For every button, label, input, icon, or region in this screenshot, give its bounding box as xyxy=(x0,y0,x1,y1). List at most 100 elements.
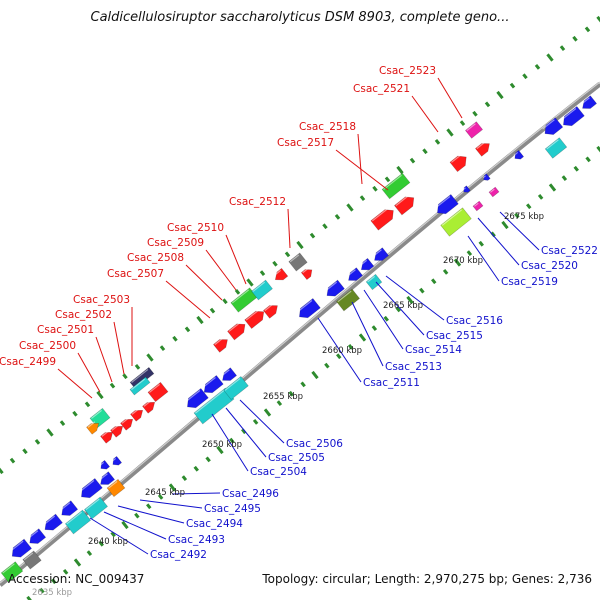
forward-label-leader xyxy=(95,336,113,383)
forward-gene-label[interactable]: Csac_2512 xyxy=(229,196,286,208)
gene-feature[interactable] xyxy=(358,257,375,273)
reverse-label-leader xyxy=(211,413,249,472)
gene-feature[interactable] xyxy=(251,279,273,301)
gene-feature[interactable] xyxy=(84,496,108,520)
gene-feature[interactable] xyxy=(219,367,238,385)
gene-feature[interactable] xyxy=(560,106,585,129)
gene-feature[interactable] xyxy=(130,407,146,422)
gene-feature[interactable] xyxy=(365,273,383,291)
forward-gene-label[interactable]: Csac_2501 xyxy=(37,324,94,336)
forward-gene-label[interactable]: Csac_2509 xyxy=(147,237,204,249)
gene-feature[interactable] xyxy=(110,423,126,438)
gene-feature[interactable] xyxy=(147,381,169,403)
gene-feature[interactable] xyxy=(512,149,525,161)
gene-feature-highlight xyxy=(224,378,241,391)
reverse-gene-label[interactable]: Csac_2505 xyxy=(268,452,325,464)
reverse-gene-label[interactable]: Csac_2511 xyxy=(363,377,420,389)
forward-gene-label[interactable]: Csac_2507 xyxy=(107,268,164,280)
gene-feature[interactable] xyxy=(288,252,308,272)
reverse-gene-label[interactable]: Csac_2513 xyxy=(385,361,442,373)
forward-gene-label[interactable]: Csac_2523 xyxy=(379,65,436,77)
gene-feature[interactable] xyxy=(474,140,492,157)
gene-feature[interactable] xyxy=(488,186,500,198)
gene-feature[interactable] xyxy=(0,561,24,583)
reverse-label-leader xyxy=(225,407,267,458)
reverse-gene-label[interactable]: Csac_2516 xyxy=(446,315,503,327)
gene-feature[interactable] xyxy=(244,307,267,329)
gene-feature[interactable] xyxy=(106,478,126,498)
reverse-gene-label[interactable]: Csac_2522 xyxy=(541,245,598,257)
reverse-gene-label[interactable]: Csac_2515 xyxy=(426,330,483,342)
reverse-gene-label[interactable]: Csac_2492 xyxy=(150,549,207,561)
gene-feature[interactable] xyxy=(26,528,47,548)
gene-feature-shape xyxy=(84,496,108,520)
reverse-gene-label[interactable]: Csac_2496 xyxy=(222,488,279,500)
gene-feature[interactable] xyxy=(462,185,471,194)
gene-feature[interactable] xyxy=(142,399,158,414)
forward-gene-label[interactable]: Csac_2517 xyxy=(277,137,334,149)
gene-feature[interactable] xyxy=(381,172,411,200)
gene-feature[interactable] xyxy=(193,387,235,425)
gene-feature[interactable] xyxy=(184,388,209,411)
tick-mark xyxy=(346,203,354,212)
gene-feature[interactable] xyxy=(97,471,116,489)
gene-feature[interactable] xyxy=(120,416,136,431)
forward-gene-label[interactable]: Csac_2502 xyxy=(55,309,112,321)
gene-feature[interactable] xyxy=(100,429,116,444)
forward-gene-label[interactable]: Csac_2518 xyxy=(299,121,356,133)
gene-feature-highlight xyxy=(214,337,224,346)
gene-feature[interactable] xyxy=(129,376,151,396)
reverse-gene-label[interactable]: Csac_2506 xyxy=(286,438,343,450)
gene-feature[interactable] xyxy=(300,266,314,281)
gene-feature[interactable] xyxy=(464,121,484,139)
gene-feature-shape xyxy=(381,172,411,200)
reverse-gene-label[interactable]: Csac_2519 xyxy=(501,276,558,288)
gene-feature[interactable] xyxy=(544,137,568,159)
gene-feature[interactable] xyxy=(129,366,155,390)
tick-mark xyxy=(84,401,91,408)
gene-feature[interactable] xyxy=(262,302,280,319)
gene-feature-highlight xyxy=(482,175,486,179)
gene-feature[interactable] xyxy=(579,95,598,113)
gene-feature[interactable] xyxy=(541,117,564,139)
gene-feature[interactable] xyxy=(42,513,63,534)
gene-feature[interactable] xyxy=(482,173,491,182)
gene-feature[interactable] xyxy=(78,478,103,501)
reverse-gene-label[interactable]: Csac_2504 xyxy=(250,466,307,478)
gene-feature[interactable] xyxy=(227,320,249,341)
forward-gene-label[interactable]: Csac_2521 xyxy=(353,83,410,95)
reverse-gene-label[interactable]: Csac_2493 xyxy=(168,534,225,546)
gene-feature[interactable] xyxy=(336,288,360,312)
gene-feature[interactable] xyxy=(64,509,92,535)
reverse-gene-label[interactable]: Csac_2495 xyxy=(204,503,261,515)
gene-feature[interactable] xyxy=(86,420,102,435)
gene-feature[interactable] xyxy=(110,455,123,467)
gene-feature[interactable] xyxy=(212,336,230,353)
gene-feature[interactable] xyxy=(440,207,472,237)
gene-feature[interactable] xyxy=(296,298,321,321)
gene-feature[interactable] xyxy=(449,152,470,173)
gene-feature[interactable] xyxy=(324,279,345,300)
forward-gene-label[interactable]: Csac_2500 xyxy=(19,340,76,352)
forward-label-leader xyxy=(411,95,439,133)
gene-feature[interactable] xyxy=(370,206,397,231)
reverse-gene-label[interactable]: Csac_2514 xyxy=(405,344,462,356)
gene-feature[interactable] xyxy=(394,193,417,216)
forward-gene-label[interactable]: Csac_2503 xyxy=(73,294,130,306)
gene-feature[interactable] xyxy=(98,459,111,471)
gene-feature[interactable] xyxy=(345,267,364,285)
gene-feature[interactable] xyxy=(201,375,224,396)
forward-gene-label[interactable]: Csac_2510 xyxy=(167,222,224,234)
gene-feature[interactable] xyxy=(472,200,484,212)
gene-feature[interactable] xyxy=(371,247,390,265)
reverse-gene-label[interactable]: Csac_2494 xyxy=(186,518,243,530)
gene-feature[interactable] xyxy=(58,500,79,520)
gene-feature[interactable] xyxy=(223,376,249,400)
forward-gene-label[interactable]: Csac_2499 xyxy=(0,356,56,368)
gene-feature[interactable] xyxy=(8,538,32,561)
reverse-gene-label[interactable]: Csac_2520 xyxy=(521,260,578,272)
gene-feature[interactable] xyxy=(22,550,42,570)
gene-feature[interactable] xyxy=(434,194,459,217)
gene-feature[interactable] xyxy=(272,267,289,283)
forward-gene-label[interactable]: Csac_2508 xyxy=(127,252,184,264)
